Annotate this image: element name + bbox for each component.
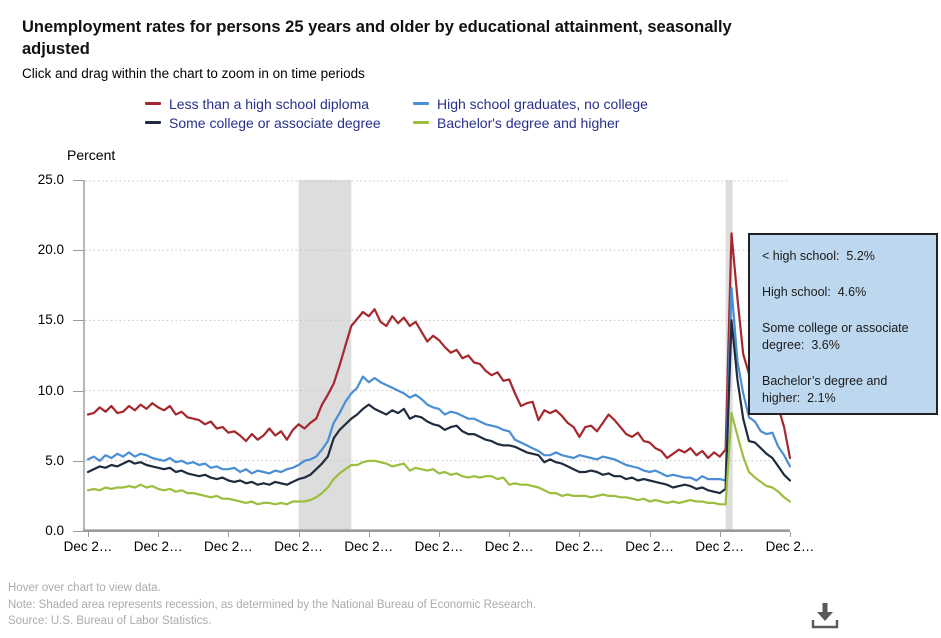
x-axis-tick: [649, 532, 651, 537]
y-axis-tick: [73, 531, 84, 532]
legend-item-label: Some college or associate degree: [169, 114, 381, 131]
series-line-1: [86, 286, 791, 482]
y-axis-tick: [73, 460, 84, 462]
y-axis-label: 10.0: [37, 382, 64, 398]
x-axis-tick: [228, 532, 230, 537]
legend-item-less-than-high-school[interactable]: Less than a high school diploma: [145, 95, 369, 112]
legend-item-label: Less than a high school diploma: [169, 95, 370, 112]
x-axis-tick: [790, 532, 791, 537]
x-axis-tick: [439, 532, 440, 537]
tooltip-line: < high school: 5.2%: [762, 249, 875, 263]
download-icon: [811, 603, 839, 629]
y-axis-label: 5.0: [45, 452, 64, 468]
download-button[interactable]: [806, 599, 844, 633]
x-axis-label: Dec 2…: [555, 539, 604, 554]
series-line-3: [86, 412, 791, 506]
footer-notes: Hover over chart to view data. Note: Sha…: [8, 580, 536, 630]
x-axis-tick: [298, 532, 300, 537]
chart-svg: [83, 180, 791, 532]
legend-swatch-icon: [413, 102, 429, 105]
x-axis-label: Dec 2…: [204, 539, 253, 554]
x-axis-label: Dec 2…: [695, 539, 745, 554]
tooltip-line: Bachelor’s degree and higher: 2.1%: [762, 374, 891, 405]
tooltip-line: Some college or associate degree: 3.6%: [762, 321, 913, 352]
y-axis-label: 0.0: [45, 523, 64, 538]
y-axis-tick: [73, 390, 84, 392]
chart-tooltip: < high school: 5.2% High school: 4.6% So…: [748, 233, 938, 415]
x-axis-label: Dec 2…: [484, 539, 534, 554]
y-axis-label: 20.0: [37, 242, 64, 258]
chart-title: Unemployment rates for persons 25 years …: [22, 18, 732, 58]
footer-source-note: Source: U.S. Bureau of Labor Statistics.: [8, 615, 212, 627]
legend-swatch-icon: [145, 121, 161, 124]
chart-plot-area[interactable]: [83, 180, 791, 532]
series-line-2: [86, 319, 791, 495]
x-axis-tick: [158, 532, 160, 537]
legend-item-high-school[interactable]: High school graduates, no college: [413, 95, 648, 112]
y-axis-tick: [73, 320, 84, 322]
x-axis-label: Dec 2…: [63, 539, 113, 554]
x-axis-label: Dec 2…: [344, 539, 394, 554]
x-axis-tick: [88, 532, 89, 537]
chart-subtitle: Click and drag within the chart to zoom …: [22, 66, 365, 81]
x-axis-label: Dec 2…: [133, 539, 183, 554]
x-axis-label: Dec 2…: [274, 539, 323, 554]
tooltip-line: High school: 4.6%: [762, 285, 867, 299]
x-axis-label: Dec 2…: [414, 539, 464, 554]
y-axis-label: 15.0: [37, 312, 64, 328]
legend-item-label: High school graduates, no college: [437, 95, 648, 112]
x-axis-tick: [509, 532, 511, 537]
y-axis-title: Percent: [67, 147, 116, 163]
legend-item-label: Bachelor's degree and higher: [437, 114, 620, 131]
legend-item-some-college[interactable]: Some college or associate degree: [145, 114, 381, 131]
legend-item-bachelors[interactable]: Bachelor's degree and higher: [413, 114, 619, 131]
footer-recession-note: Note: Shaded area represents recession, …: [8, 598, 537, 611]
legend-swatch-icon: [413, 121, 429, 124]
footer-hover-note: Hover over chart to view data.: [8, 582, 161, 594]
x-axis-label: Dec 2…: [765, 539, 815, 554]
y-axis-tick: [73, 180, 84, 181]
x-axis-tick: [719, 532, 721, 537]
y-axis-tick: [73, 250, 84, 252]
x-axis-tick: [579, 532, 581, 537]
series-line-0: [86, 232, 791, 460]
x-axis-label: Dec 2…: [625, 539, 674, 554]
legend-swatch-icon: [145, 102, 161, 105]
x-axis-tick: [368, 532, 370, 537]
y-axis-label: 25.0: [37, 172, 64, 187]
